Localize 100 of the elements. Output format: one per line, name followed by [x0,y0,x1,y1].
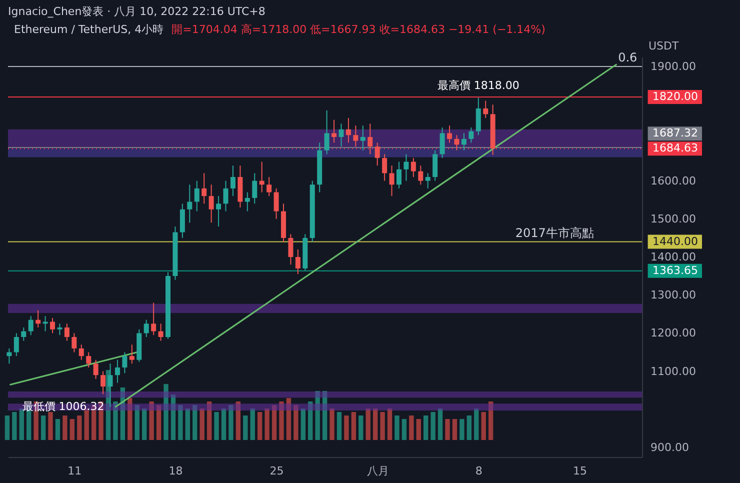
bar [12,412,17,440]
bar [300,408,306,440]
annotation: 0.6 [618,50,638,65]
y-axis-title: USDT [648,40,680,52]
candlestick [447,125,452,144]
bar [488,401,494,440]
bar [62,415,68,440]
candlestick [454,134,460,151]
bar [452,418,458,440]
bar [264,408,270,440]
y-tick-label: 1400.00 [650,250,696,264]
candlestick [108,363,113,408]
bar [236,401,241,440]
candlestick [410,157,416,178]
candlestick [144,319,149,338]
bar [387,408,392,440]
ref-line-label: 1687.32 [652,126,698,140]
candlestick [360,125,366,151]
candlestick [187,184,192,224]
candlestick [389,165,394,197]
candlestick [374,142,380,166]
y-tick-label: 1200.00 [650,326,696,340]
candlestick [259,161,264,193]
bar [257,412,262,440]
bar [113,401,118,440]
candlestick [461,132,466,151]
candlestick [180,203,185,238]
candlestick [72,332,77,353]
bar [170,394,176,440]
candlestick [208,184,214,224]
candlestick [14,332,19,357]
candlestick [353,125,358,148]
candlestick [295,248,300,275]
candlestick [6,348,12,364]
bar [221,408,226,440]
bar [351,412,356,440]
candlestick [266,176,272,197]
candlestick [129,344,134,364]
bar [372,408,378,440]
bar [416,418,421,440]
ref-line-label: 1684.63 [652,142,698,155]
candlestick [440,126,445,158]
candlestick [223,180,228,212]
bar [200,408,204,440]
bar [315,390,320,440]
ref-line-label: 1363.65 [652,264,698,277]
bar [402,418,407,440]
bar [481,412,486,440]
bar [55,418,60,440]
bar [120,387,126,440]
chart-title: Ethereum / TetherUS, 4小時 [14,23,164,36]
candlestick [274,188,279,220]
annotation: 最高價 1818.00 [437,78,520,92]
bar [344,415,349,440]
bar [460,418,464,440]
bar [322,390,328,440]
bar [330,408,334,440]
candlestick [432,150,438,182]
candlestick [396,161,402,189]
bar [19,408,24,440]
bar [380,412,385,440]
bar [164,384,168,440]
candlestick [476,97,481,136]
bar [48,412,53,440]
candlestick [418,165,424,186]
candlestick [252,172,258,204]
bar [294,404,298,440]
annotation: 最低價 1006.32 [22,400,104,413]
bar [206,401,212,440]
bar [77,415,82,440]
candlestick [324,110,330,155]
bar [134,404,140,440]
bar [40,415,46,440]
x-tick-label: 11 [68,464,82,478]
candlestick [86,352,92,368]
bar [409,415,414,440]
x-tick-label: 八月 [366,464,389,478]
bar [445,418,450,440]
bar [286,398,292,440]
candlestick [288,234,294,266]
bar [430,412,436,440]
bar [466,415,472,440]
bar [228,404,234,440]
y-tick-label: 1100.00 [650,364,696,378]
candlestick [468,126,474,144]
candlestick [425,172,430,189]
candlestick [483,100,488,118]
bar [394,415,400,440]
candlestick [368,123,373,155]
candlestick [122,352,128,374]
bar [308,401,313,440]
candlestick [346,117,351,144]
x-tick-label: 25 [270,464,284,478]
candlestick [64,323,70,342]
bar [185,408,190,440]
y-tick-label: 1500.00 [650,212,696,226]
bar [156,404,162,440]
bar [279,401,284,440]
candlestick [332,119,337,144]
candlestick [244,192,250,212]
